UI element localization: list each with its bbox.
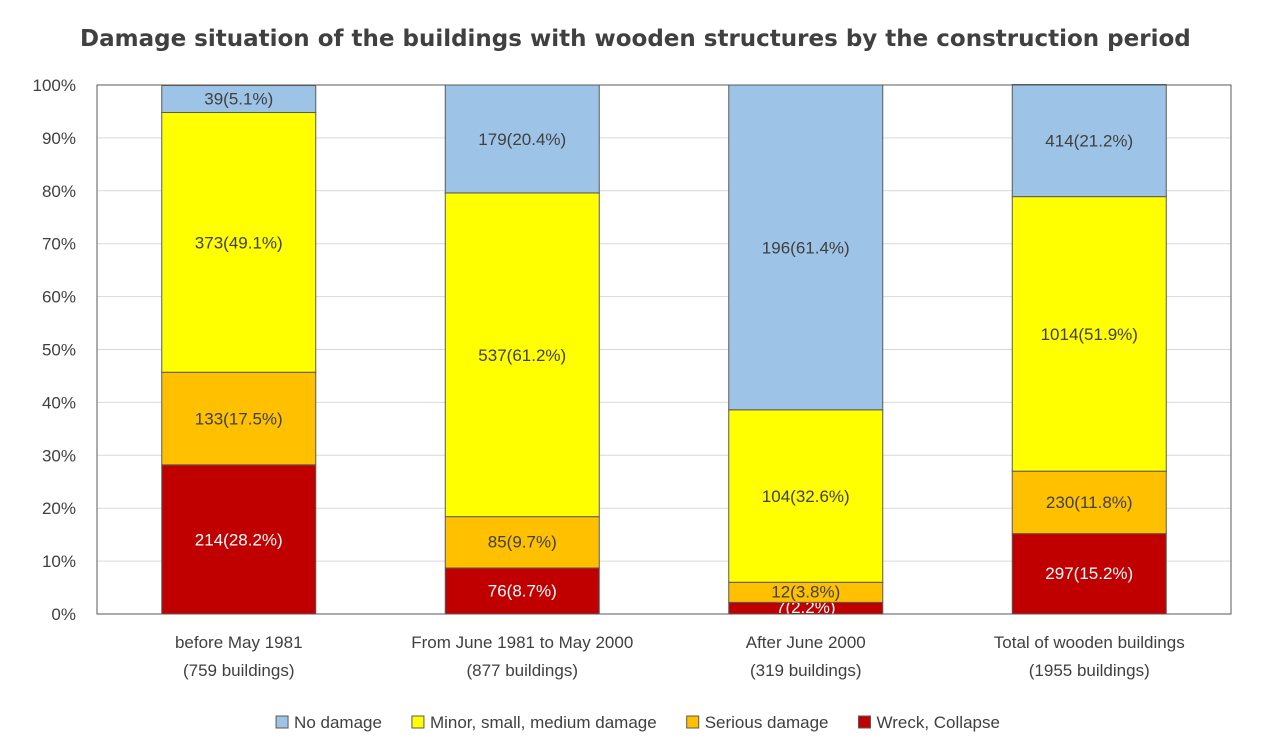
data-label: 414(21.2%) [1045,132,1133,151]
bar-segment [1011,83,1167,198]
legend: No damage Minor, small, medium damage Seri… [275,713,1000,732]
y-tick-label: 90% [42,129,76,148]
data-label: 7(2.2%) [776,598,836,617]
y-tick-label: 30% [42,446,76,465]
y-tick-label: 50% [42,341,76,360]
legend-label: Serious damage [705,713,829,732]
y-axis-ticks: 0% 10% 20% 30% 40% 50% 60% 70% 80% 90% 100% [33,76,76,624]
bars: 214(28.2%) 133(17.5%) 373(49.1%) 39(5.1%) 76… [161,83,1167,617]
bar-segment [1011,533,1167,615]
data-label: 214(28.2%) [195,531,283,550]
bar-segment [161,112,317,373]
y-tick-label: 100% [33,76,76,95]
plot-frame [96,84,1232,615]
x-category-label: From June 1981 to May 2000 [411,633,633,652]
data-label: 85(9.7%) [488,533,557,552]
chart-title: Damage situation of the buildings with w… [80,26,1191,52]
bar-segment [161,464,317,615]
legend-swatch [686,715,700,729]
x-axis-categories: before May 1981 (759 buildings) From June … [175,633,1185,680]
bar-segment [1011,196,1167,472]
legend-item: Wreck, Collapse [857,713,1000,732]
legend-item: No damage [275,713,382,732]
data-label: 76(8.7%) [488,581,557,600]
x-category-label: (1955 buildings) [1029,661,1150,680]
y-tick-label: 0% [51,605,76,624]
bar-segment [444,516,600,569]
data-label: 104(32.6%) [762,487,850,506]
bar-segment [444,84,600,194]
bar-segment [728,409,884,583]
bar-segment [161,85,317,114]
legend-label: Minor, small, medium damage [430,713,657,732]
legend-label: No damage [294,713,382,732]
x-category-label: (319 buildings) [750,661,862,680]
y-tick-label: 70% [42,235,76,254]
bar-segment [728,84,884,411]
data-label: 196(61.4%) [762,239,850,258]
data-label: 39(5.1%) [204,89,273,108]
legend-swatch [411,715,425,729]
data-label: 179(20.4%) [478,130,566,149]
x-category-label: (759 buildings) [183,661,295,680]
x-category-label: before May 1981 [175,633,303,652]
x-category-label: Total of wooden buildings [994,633,1185,652]
bar-segment [161,371,317,466]
legend-item: Serious damage [686,713,829,732]
y-tick-label: 10% [42,552,76,571]
data-label: 297(15.2%) [1045,564,1133,583]
data-label: 230(11.8%) [1046,493,1133,512]
data-label: 537(61.2%) [478,346,566,365]
y-tick-label: 20% [42,499,76,518]
legend-item: Minor, small, medium damage [411,713,657,732]
data-label: 133(17.5%) [195,410,283,429]
x-category-label: After June 2000 [746,633,866,652]
data-label: 373(49.1%) [195,233,283,252]
legend-label: Wreck, Collapse [876,713,999,732]
legend-swatch [275,715,289,729]
y-tick-label: 80% [42,182,76,201]
data-label: 1014(51.9%) [1041,325,1138,344]
bar-segment [1011,470,1167,535]
y-tick-label: 40% [42,393,76,412]
legend-swatch [857,715,871,729]
y-tick-label: 60% [42,288,76,307]
x-category-label: (877 buildings) [466,661,578,680]
data-label: 12(3.8%) [771,583,840,602]
